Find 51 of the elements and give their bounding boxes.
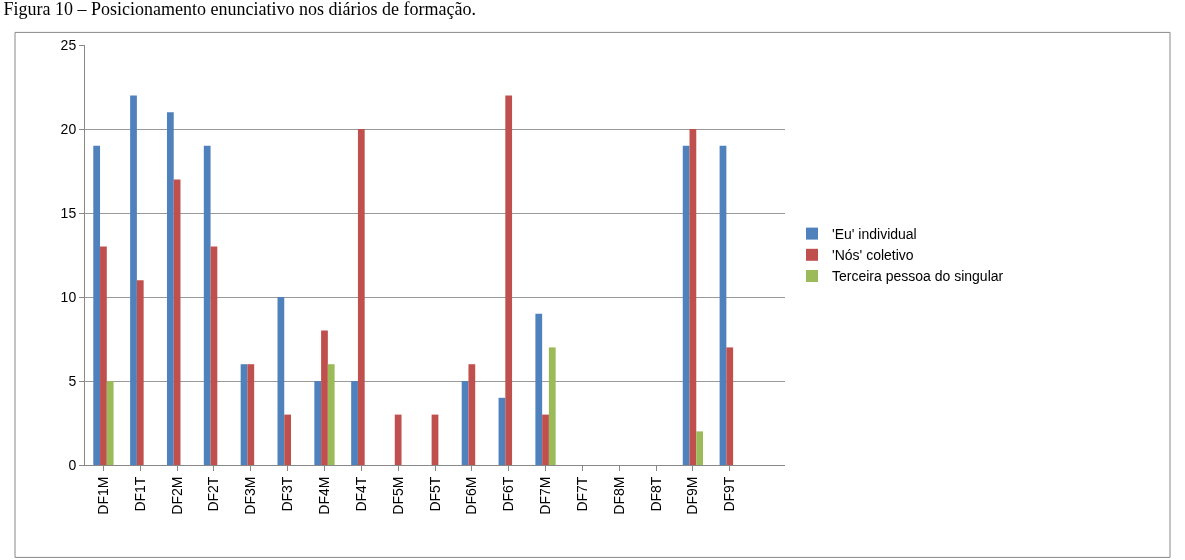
x-tick-label: DF5T (426, 476, 443, 512)
x-tick-label: DF6T (500, 476, 517, 512)
x-tick-label: DF4M (316, 476, 333, 515)
bar (548, 347, 556, 465)
bar (130, 95, 137, 465)
bar (468, 364, 476, 465)
bar (394, 414, 402, 465)
bar (93, 145, 101, 465)
y-tick-label: 5 (68, 372, 77, 389)
bar (314, 381, 322, 465)
bar (542, 414, 549, 465)
legend-label: 'Nós' coletivo (832, 247, 914, 264)
y-tick-label: 15 (60, 204, 77, 221)
bar (106, 381, 114, 465)
x-tick-label: DF4T (352, 476, 369, 512)
x-tick-label: DF9T (721, 476, 738, 512)
x-tick-label: DF8T (647, 476, 664, 512)
x-tick-label: DF2T (205, 476, 222, 512)
y-tick-label: 25 (60, 36, 77, 53)
bar (166, 112, 174, 465)
x-tick-label: DF3T (279, 476, 296, 512)
x-tick-label: DF5M (389, 476, 406, 515)
bar (535, 313, 543, 465)
bar (351, 381, 358, 465)
y-tick-label: 0 (68, 456, 77, 473)
x-tick-label: DF1T (131, 476, 148, 512)
x-tick-label: DF7T (573, 476, 590, 512)
legend-label: Terceira pessoa do singular (832, 268, 1004, 285)
x-tick-label: DF7M (537, 476, 554, 515)
bar (505, 95, 513, 465)
bar (247, 364, 255, 465)
y-tick-label: 20 (60, 120, 77, 137)
bar (327, 364, 335, 465)
chart-title: Figura 10 – Posicionamento enunciativo nos diários de formação. (3, 0, 476, 20)
bar (203, 145, 211, 465)
x-tick-label: DF9M (684, 476, 701, 515)
bar (136, 280, 144, 465)
x-tick-label: DF1M (94, 476, 111, 515)
bar (682, 145, 690, 465)
bar (321, 330, 328, 465)
bar (726, 347, 734, 465)
legend-label: 'Eu' individual (832, 226, 917, 243)
bar (357, 129, 365, 465)
x-tick-label: DF2M (168, 476, 185, 515)
y-tick-label: 10 (60, 288, 77, 305)
bar (100, 246, 107, 465)
bar (696, 431, 704, 465)
x-tick-label: DF6M (463, 476, 480, 515)
x-tick-label: DF3M (242, 476, 259, 515)
x-tick-label: DF8M (610, 476, 627, 515)
bar (284, 414, 292, 465)
